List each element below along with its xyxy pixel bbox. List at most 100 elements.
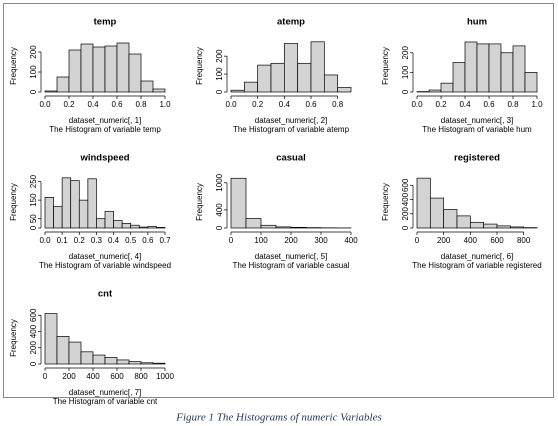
x-tick-label: 800 xyxy=(134,372,148,381)
subtitle: The Histogram of variable registered xyxy=(412,261,541,270)
x-tick-label: 0.2 xyxy=(252,100,264,109)
y-tick-label: 600 xyxy=(401,178,410,192)
x-tick-label: 0.0 xyxy=(411,100,423,109)
bar xyxy=(130,224,140,229)
bar xyxy=(297,62,312,93)
bar xyxy=(140,80,154,93)
y-tick-label: 200 xyxy=(29,45,38,59)
y-axis-label: Frequency xyxy=(9,183,18,221)
bar xyxy=(61,177,72,229)
chart-title: windspeed xyxy=(79,153,129,164)
y-tick-label: 100 xyxy=(29,65,38,79)
bar xyxy=(270,62,285,93)
bar xyxy=(500,52,514,93)
x-tick-label: 0.0 xyxy=(225,100,237,109)
bar xyxy=(44,90,58,93)
chart-title: hum xyxy=(467,17,487,28)
bar xyxy=(260,224,277,229)
x-tick-label: 0.2 xyxy=(74,236,86,245)
bar xyxy=(469,221,485,229)
y-tick-label: 100 xyxy=(215,67,224,81)
bar xyxy=(78,199,89,229)
x-tick-label: 100 xyxy=(254,236,268,245)
bar xyxy=(310,41,325,93)
x-tick-label: 0.0 xyxy=(39,100,51,109)
x-tick-label: 0.2 xyxy=(63,100,75,109)
bar xyxy=(524,72,538,93)
x-tick-label: 0.4 xyxy=(459,100,471,109)
bar xyxy=(80,43,94,93)
x-tick-label: 0.6 xyxy=(142,236,154,245)
bar xyxy=(230,177,247,229)
bar xyxy=(104,45,118,93)
chart-title: atemp xyxy=(277,17,305,28)
y-tick-label: 200 xyxy=(215,49,224,63)
bar xyxy=(96,218,106,229)
bar xyxy=(337,87,352,93)
y-tick-label: 200 xyxy=(29,341,38,355)
chart-title: cnt xyxy=(98,289,113,300)
x-tick-label: 1000 xyxy=(156,372,174,381)
bar xyxy=(92,354,106,365)
bar xyxy=(92,46,106,93)
bar xyxy=(53,206,63,229)
y-axis-label: Frequency xyxy=(381,47,390,85)
bar xyxy=(257,64,272,93)
bar xyxy=(509,226,525,229)
x-tick-label: 600 xyxy=(110,372,124,381)
bar xyxy=(80,351,94,365)
x-axis-label: dataset_numeric[, 2] xyxy=(255,116,327,125)
bar xyxy=(44,197,54,229)
x-tick-label: 0 xyxy=(415,236,420,245)
x-tick-label: 0.8 xyxy=(135,100,147,109)
caption: Figure 1 The Histograms of numeric Varia… xyxy=(175,412,382,424)
bar xyxy=(116,359,130,365)
x-tick-label: 0.1 xyxy=(57,236,69,245)
x-tick-label: 800 xyxy=(517,236,531,245)
bar xyxy=(428,89,442,93)
x-axis-label: dataset_numeric[, 4] xyxy=(69,252,141,261)
x-tick-label: 200 xyxy=(62,372,76,381)
x-tick-label: 200 xyxy=(437,236,451,245)
x-tick-label: 0.6 xyxy=(305,100,317,109)
x-tick-label: 400 xyxy=(86,372,100,381)
x-tick-label: 0.6 xyxy=(111,100,123,109)
bar xyxy=(56,76,70,93)
bar xyxy=(87,178,97,229)
subtitle: The Histogram of variable atemp xyxy=(233,125,350,134)
x-tick-label: 400 xyxy=(464,236,478,245)
x-tick-label: 0.4 xyxy=(108,236,120,245)
x-tick-label: 400 xyxy=(344,236,358,245)
subtitle: The Histogram of variable cnt xyxy=(53,397,158,406)
bar xyxy=(147,226,157,229)
bar xyxy=(152,362,166,365)
bar xyxy=(443,209,458,229)
y-axis-label: Frequency xyxy=(9,319,18,357)
bar xyxy=(128,361,142,365)
bar xyxy=(116,42,130,93)
x-axis-label: dataset_numeric[, 7] xyxy=(69,388,141,397)
y-tick-label: 1000 xyxy=(215,173,224,191)
x-tick-label: 1.0 xyxy=(159,100,171,109)
bar xyxy=(121,223,132,229)
x-tick-label: 1.0 xyxy=(531,100,543,109)
chart-title: temp xyxy=(94,17,117,28)
y-tick-label: 0 xyxy=(215,89,224,94)
y-tick-label: 0 xyxy=(215,225,224,230)
bar xyxy=(245,218,262,229)
x-tick-label: 0.6 xyxy=(483,100,495,109)
y-tick-label: 0 xyxy=(401,89,410,94)
bar xyxy=(476,43,490,93)
bar xyxy=(68,341,82,365)
subtitle: The Histogram of variable temp xyxy=(49,125,161,134)
bar xyxy=(429,197,445,229)
subtitle: The Histogram of variable hum xyxy=(422,125,532,134)
y-axis-label: Frequency xyxy=(9,47,18,85)
y-axis-label: Frequency xyxy=(381,183,390,221)
y-tick-label: 200 xyxy=(401,207,410,221)
y-tick-label: 0 xyxy=(29,89,38,94)
y-tick-label: 600 xyxy=(29,308,38,322)
y-tick-label: 0 xyxy=(29,225,38,230)
bar xyxy=(275,226,292,229)
